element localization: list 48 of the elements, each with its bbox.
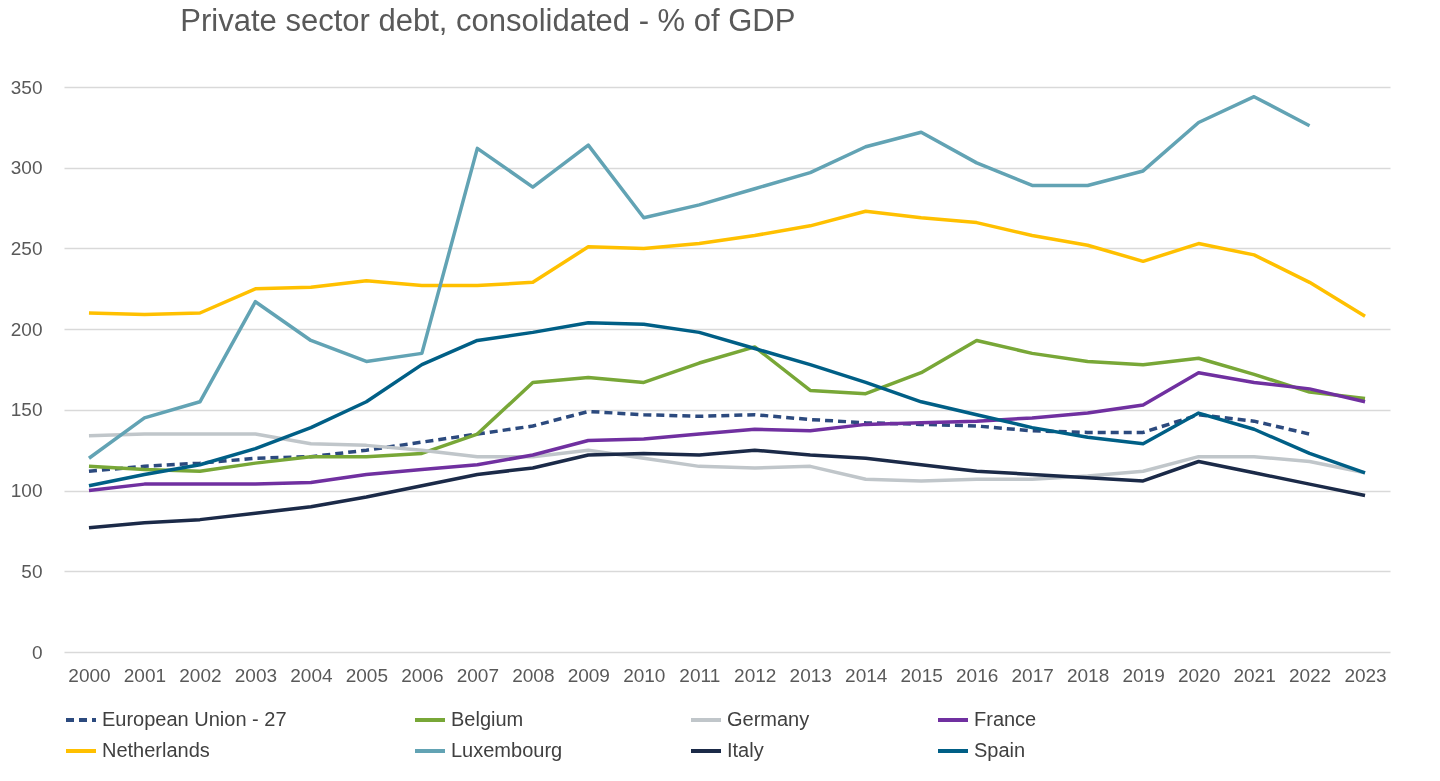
x-tick-label: 2006: [401, 664, 444, 686]
y-tick-label: 250: [10, 237, 43, 259]
legend-label: Netherlands: [102, 739, 210, 761]
legend-label: European Union - 27: [102, 708, 287, 730]
x-tick-label: 2018: [1066, 664, 1110, 686]
x-tick-label: 2016: [956, 664, 999, 686]
x-tick-label: 2012: [734, 664, 777, 686]
y-tick-label: 200: [10, 318, 43, 340]
line-series: [87, 94, 1312, 461]
x-tick-label: 2017: [1011, 664, 1054, 686]
line-series: [87, 448, 1367, 530]
y-tick-label: 150: [10, 399, 43, 421]
legend-label: Germany: [727, 708, 810, 730]
line-series: [87, 409, 1312, 473]
legend-label: Luxembourg: [451, 739, 563, 761]
x-tick-label: 2014: [845, 664, 888, 686]
line-series: [87, 338, 1367, 473]
x-tick-label: 2002: [179, 664, 222, 686]
x-tick-label: 2021: [1233, 664, 1276, 686]
x-tick-label: 2004: [290, 664, 333, 686]
line-series: [87, 370, 1367, 493]
x-tick-label: 2001: [123, 664, 167, 686]
x-tick-label: 2000: [68, 664, 111, 686]
x-tick-label: 2023: [1344, 664, 1387, 686]
y-tick-label: 50: [21, 560, 43, 582]
x-tick-label: 2008: [512, 664, 555, 686]
x-tick-label: 2010: [623, 664, 666, 686]
y-tick-label: 100: [10, 480, 43, 502]
legend-label: Spain: [974, 739, 1026, 761]
x-tick-label: 2003: [234, 664, 278, 686]
legend-label: Italy: [727, 739, 764, 761]
legend-label: France: [974, 708, 1037, 730]
x-tick-label: 2013: [789, 664, 832, 686]
x-tick-label: 2011: [679, 664, 721, 686]
x-tick-label: 2015: [900, 664, 943, 686]
chart-title: Private sector debt, consolidated - % of GDP: [180, 3, 796, 38]
y-tick-label: 350: [10, 76, 43, 98]
x-tick-label: 2020: [1177, 664, 1221, 686]
x-tick-label: 2019: [1122, 664, 1165, 686]
y-tick-label: 0: [31, 641, 43, 663]
y-tick-label: 300: [10, 157, 43, 179]
x-tick-label: 2007: [456, 664, 499, 686]
x-tick-label: 2005: [345, 664, 389, 686]
x-tick-label: 2022: [1288, 664, 1332, 686]
line-series: [87, 320, 1367, 488]
line-series: [87, 209, 1367, 318]
x-tick-label: 2009: [567, 664, 610, 686]
legend-label: Belgium: [451, 708, 524, 730]
